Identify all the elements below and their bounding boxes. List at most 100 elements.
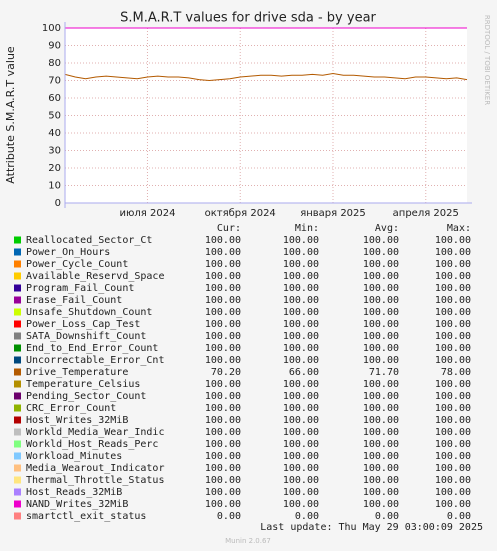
legend-stat: 100.00 <box>363 343 399 354</box>
legend-stat: 100.00 <box>435 391 471 402</box>
legend-stat: 100.00 <box>205 343 241 354</box>
legend-stat: 100.00 <box>435 499 471 510</box>
legend-swatch <box>14 392 21 400</box>
legend-stat: 100.00 <box>363 235 399 246</box>
legend-swatch <box>14 272 21 280</box>
legend-swatch <box>14 284 21 292</box>
legend-stat: 100.00 <box>205 307 241 318</box>
legend-stat: 100.00 <box>283 475 319 486</box>
legend-stat: 100.00 <box>435 463 471 474</box>
legend-stat: 100.00 <box>435 451 471 462</box>
legend-stat: 100.00 <box>205 487 241 498</box>
legend-label: Available_Reservd_Space <box>26 271 164 282</box>
legend-label: Host_Reads_32MiB <box>26 487 122 498</box>
legend-label: Program_Fail_Count <box>26 283 134 294</box>
legend-swatch <box>14 476 21 484</box>
legend-stat: 100.00 <box>283 499 319 510</box>
x-tick-label: июля 2024 <box>119 208 175 219</box>
legend-stat: 100.00 <box>205 391 241 402</box>
legend-stat: 100.00 <box>363 427 399 438</box>
legend-label: Power_Cycle_Count <box>26 259 128 270</box>
legend-stat: 100.00 <box>435 379 471 390</box>
legend-label: Unsafe_Shutdown_Count <box>26 307 152 318</box>
legend-stat: 100.00 <box>205 451 241 462</box>
legend-stat: 100.00 <box>205 259 241 270</box>
legend-stat: 100.00 <box>363 499 399 510</box>
legend-stat: 100.00 <box>283 487 319 498</box>
legend-stat: 100.00 <box>283 463 319 474</box>
legend-stat: 0.00 <box>217 511 241 522</box>
y-tick-label: 10 <box>48 181 61 192</box>
legend-label: End_to_End_Error_Count <box>26 343 158 354</box>
legend-stat: 100.00 <box>283 295 319 306</box>
legend-swatch <box>14 404 21 412</box>
legend-stat: 100.00 <box>363 319 399 330</box>
legend-stat: 100.00 <box>205 283 241 294</box>
legend-label: Workload_Minutes <box>26 451 122 462</box>
legend-stat: 100.00 <box>435 487 471 498</box>
legend-stat: 100.00 <box>205 271 241 282</box>
y-tick-label: 0 <box>55 198 61 209</box>
legend-label: Drive_Temperature <box>26 367 128 378</box>
legend-stat: 100.00 <box>363 331 399 342</box>
legend-label: Workld_Host_Reads_Perc <box>26 439 158 450</box>
legend-label: SATA_Downshift_Count <box>26 331 146 342</box>
legend-stat: 100.00 <box>205 355 241 366</box>
legend-stat: 100.00 <box>435 307 471 318</box>
legend-label: CRC_Error_Count <box>26 403 116 414</box>
legend-swatch <box>14 356 21 364</box>
legend-stat: 100.00 <box>363 283 399 294</box>
legend-stat: 100.00 <box>283 307 319 318</box>
legend-stat: 100.00 <box>283 259 319 270</box>
legend-stat: 100.00 <box>435 403 471 414</box>
y-tick-label: 20 <box>48 163 61 174</box>
legend-stat: 100.00 <box>435 343 471 354</box>
y-axis-label: Attribute S.M.A.R.T value <box>4 46 17 184</box>
legend-swatch <box>14 416 21 424</box>
legend-stat: 100.00 <box>283 331 319 342</box>
legend-stat: 100.00 <box>363 391 399 402</box>
legend-stat: 100.00 <box>283 391 319 402</box>
legend-stat: 100.00 <box>435 259 471 270</box>
legend-swatch <box>14 332 21 340</box>
legend-label: Thermal_Throttle_Status <box>26 475 164 486</box>
side-note: RRDTOOL / TOBI OETIKER <box>483 15 491 105</box>
legend-swatch <box>14 500 21 508</box>
x-tick-label: октября 2024 <box>205 208 276 219</box>
legend-stat: 100.00 <box>363 259 399 270</box>
legend-swatch <box>14 488 21 496</box>
legend-stat: 100.00 <box>283 235 319 246</box>
legend-stat: 100.00 <box>363 415 399 426</box>
legend-stat: 100.00 <box>205 235 241 246</box>
legend-stat: 100.00 <box>435 427 471 438</box>
legend-label: Reallocated_Sector_Ct <box>26 235 152 246</box>
legend-stat: 100.00 <box>435 415 471 426</box>
legend-label: Erase_Fail_Count <box>26 295 122 306</box>
legend-stat: 100.00 <box>363 487 399 498</box>
legend-stat: 0.00 <box>295 511 319 522</box>
legend-stat: 100.00 <box>363 463 399 474</box>
legend-stat: 100.00 <box>363 355 399 366</box>
legend-swatch <box>14 248 21 256</box>
legend-header: Min: <box>295 223 319 234</box>
footer: Munin 2.0.67 <box>225 537 271 545</box>
legend-stat: 100.00 <box>205 427 241 438</box>
legend-label: Pending_Sector_Count <box>26 391 146 402</box>
legend-stat: 100.00 <box>205 439 241 450</box>
legend-label: Power_On_Hours <box>26 247 110 258</box>
legend-stat: 100.00 <box>283 247 319 258</box>
y-tick-label: 60 <box>48 93 61 104</box>
legend-stat: 100.00 <box>435 271 471 282</box>
legend-stat: 100.00 <box>205 295 241 306</box>
legend-label: NAND_Writes_32MiB <box>26 499 128 510</box>
legend-stat: 100.00 <box>283 319 319 330</box>
legend-swatch <box>14 452 21 460</box>
legend-stat: 100.00 <box>363 451 399 462</box>
x-tick-label: января 2025 <box>300 208 366 219</box>
legend-stat: 100.00 <box>283 355 319 366</box>
y-tick-label: 90 <box>48 41 61 52</box>
legend-stat: 100.00 <box>435 439 471 450</box>
legend-swatch <box>14 428 21 436</box>
legend-label: Temperature_Celsius <box>26 379 140 390</box>
legend-stat: 100.00 <box>205 331 241 342</box>
